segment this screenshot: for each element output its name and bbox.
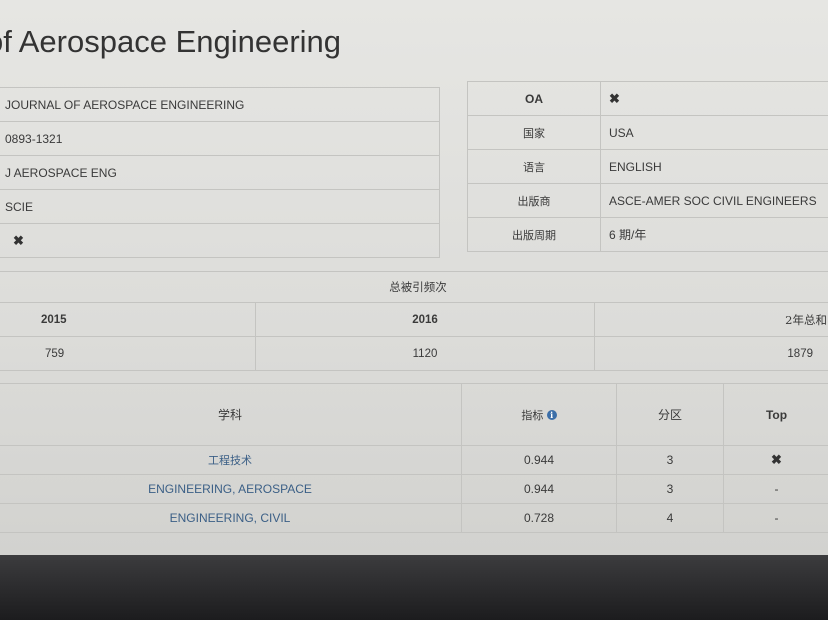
subject-link[interactable]: 工程技术 — [0, 445, 462, 475]
table-row: 总被引频次 — [0, 271, 828, 303]
detail-label: 语言 — [467, 149, 601, 184]
zone-value: 3 — [616, 445, 724, 475]
table-row: 工程技术 0.944 3 ✖ — [0, 445, 828, 475]
page-title: of Aerospace Engineering — [0, 24, 342, 59]
citations-table: 总被引频次 2015 2016 2年总和 759 1120 1879 — [0, 271, 828, 371]
detail-value: ASCE-AMER SOC CIVIL ENGINEERS — [600, 183, 828, 218]
zone-value: 3 — [616, 474, 724, 504]
table-row: 出版周期 6 期/年 — [467, 217, 828, 252]
table-row: 2015 2016 2年总和 — [0, 302, 828, 337]
citation-total: 1879 — [594, 336, 828, 371]
journal-info-table: JOURNAL OF AEROSPACE ENGINEERING 0893-13… — [0, 87, 440, 258]
detail-value: USA — [600, 115, 828, 150]
subject-link[interactable]: ENGINEERING, AEROSPACE — [0, 474, 462, 504]
cross-icon: ✖ — [771, 452, 782, 467]
citation-value: 1120 — [255, 336, 595, 371]
table-row: ✖ — [0, 223, 440, 258]
info-circle-icon[interactable]: i — [546, 410, 557, 421]
journal-index: SCIE — [0, 189, 440, 224]
detail-value: 6 期/年 — [600, 217, 828, 252]
journal-details-table: OA ✖ 国家 USA 语言 ENGLISH 出版商 ASCE-AMER SOC CIV… — [467, 81, 828, 252]
table-header-row: 学科 指标 i 分区 Top — [0, 383, 828, 446]
column-header: 学科 — [0, 383, 462, 446]
citations-header: 总被引频次 — [0, 271, 828, 303]
table-row: 语言 ENGLISH — [467, 149, 828, 184]
detail-label: 出版商 — [467, 183, 601, 218]
table-row: ENGINEERING, CIVIL 0.728 4 - — [0, 503, 828, 533]
journal-full-name: JOURNAL OF AEROSPACE ENGINEERING — [0, 87, 440, 122]
table-row: JOURNAL OF AEROSPACE ENGINEERING — [0, 87, 440, 122]
total-header: 2年总和 — [594, 302, 828, 337]
table-row: 0893-1321 — [0, 121, 440, 156]
top-value: - — [723, 503, 828, 533]
cross-icon: ✖ — [609, 90, 620, 106]
detail-label: 国家 — [467, 115, 601, 150]
top-value: - — [723, 474, 828, 504]
detail-label: OA — [467, 81, 601, 116]
metric-value: 0.728 — [461, 503, 617, 533]
monitor-bezel — [0, 555, 828, 620]
journal-abbr: J AEROSPACE ENG — [0, 155, 440, 190]
table-row: 759 1120 1879 — [0, 336, 828, 371]
table-row: J AEROSPACE ENG — [0, 155, 440, 190]
detail-value: ENGLISH — [600, 149, 828, 184]
metric-value: 0.944 — [461, 445, 617, 475]
zone-value: 4 — [616, 503, 724, 533]
subject-link[interactable]: ENGINEERING, CIVIL — [0, 503, 462, 533]
journal-issn: 0893-1321 — [0, 121, 440, 156]
table-row: SCIE — [0, 189, 440, 224]
detail-label: 出版周期 — [467, 217, 601, 252]
cross-icon: ✖ — [13, 232, 24, 248]
year-header: 2015 — [0, 302, 256, 337]
subjects-table: 学科 指标 i 分区 Top 工程技术 0.944 3 ✖ ENGINEERIN… — [0, 383, 828, 533]
table-row: ENGINEERING, AEROSPACE 0.944 3 - — [0, 474, 828, 504]
table-row: OA ✖ — [467, 81, 828, 116]
table-row: 出版商 ASCE-AMER SOC CIVIL ENGINEERS — [467, 183, 828, 218]
table-row: 国家 USA — [467, 115, 828, 150]
year-header: 2016 — [255, 302, 595, 337]
citation-value: 759 — [0, 336, 256, 371]
column-header: 分区 — [616, 383, 724, 446]
metric-value: 0.944 — [461, 474, 617, 504]
column-header: Top — [723, 383, 828, 446]
column-header: 指标 — [521, 408, 544, 422]
screen: of Aerospace Engineering JOURNAL OF AERO… — [0, 0, 828, 555]
